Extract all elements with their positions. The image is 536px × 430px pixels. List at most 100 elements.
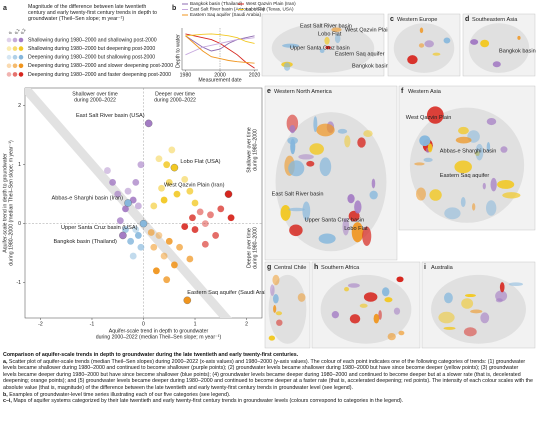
legend-label: Shallowing during 1980–2000 but deepenin…: [28, 46, 155, 52]
aquifer: [414, 162, 425, 166]
aquifer: [347, 194, 355, 204]
aquifer: [415, 187, 426, 201]
legend-label: Deepening during 1980–2000 but shallowin…: [28, 55, 155, 61]
x-tick-label: 2000: [214, 72, 226, 78]
map-label: Upper Santa Cruz basin: [305, 217, 365, 223]
legend-label: East Salt River basin (Arizona, USA): [190, 7, 265, 12]
point-label: East Salt River basin (USA): [76, 113, 145, 119]
data-point: [201, 240, 209, 248]
aquifer: [432, 52, 441, 56]
aquifer: [407, 55, 418, 65]
caption-label: a,: [3, 358, 8, 365]
aquifer: [351, 222, 364, 243]
aquifer: [438, 311, 455, 324]
data-point: [150, 202, 158, 210]
x-tick-label: -1: [90, 321, 95, 327]
x-axis-label: Measurement date: [198, 77, 241, 83]
legend-label: West Qazvin Plain (Iran): [246, 1, 296, 6]
point-label: Bangkok basin (Thailand): [53, 239, 117, 245]
aquifer: [387, 332, 396, 341]
aquifer: [302, 201, 311, 221]
caption-text: Maps of aquifer systems categorized by t…: [13, 398, 404, 405]
data-point: [207, 211, 214, 219]
legend-swatch: [12, 63, 18, 69]
aquifer: [347, 283, 360, 288]
map-title: Central Chile: [274, 265, 306, 271]
aquifer: [475, 143, 484, 161]
aquifer: [429, 189, 442, 201]
aquifer: [363, 130, 373, 138]
plot-area: [25, 88, 262, 318]
aquifer: [378, 310, 382, 320]
data-point: [227, 214, 235, 222]
legend-swatch: [6, 37, 12, 43]
aquifer: [517, 35, 521, 40]
data-point: [160, 196, 168, 204]
aquifer: [316, 123, 335, 137]
y-axis-label: Depth to water: [175, 34, 181, 68]
caption-label: c–i,: [3, 398, 12, 405]
named-point: [144, 119, 153, 128]
data-point: [104, 167, 111, 174]
series-line: [185, 35, 255, 52]
aquifer: [272, 294, 279, 304]
data-point: [155, 232, 163, 239]
land: [393, 23, 455, 73]
data-point: [150, 243, 158, 251]
map-title: Australia: [431, 265, 454, 271]
legend-swatch: [18, 72, 24, 77]
map-title: Western Asia: [408, 89, 442, 95]
y-tick-label: 1: [18, 162, 21, 168]
legend-swatch: [12, 37, 18, 43]
aquifer: [443, 326, 456, 330]
x-tick-label: 0: [142, 321, 145, 327]
legend-swatch: [12, 54, 18, 60]
data-point: [186, 187, 194, 195]
caption-title: Comparison of aquifer-scale trends in de…: [3, 352, 299, 358]
aquifer: [272, 274, 280, 286]
aquifer: [324, 36, 330, 45]
aquifer: [482, 182, 486, 190]
aquifer: [369, 190, 378, 200]
aquifer: [362, 226, 372, 246]
aquifer: [357, 137, 366, 148]
annotation: during 1980–2000: [252, 129, 258, 171]
series-line: [185, 33, 255, 44]
aquifer: [458, 126, 469, 135]
data-point: [124, 187, 132, 195]
map-label: East Salt River basin: [272, 191, 324, 197]
aquifer: [325, 45, 331, 50]
data-point: [152, 267, 160, 275]
panel-letter: i: [424, 264, 426, 271]
aquifer: [460, 196, 466, 208]
series-line: [185, 35, 255, 64]
data-point: [171, 261, 178, 269]
panel-letter: e: [267, 88, 271, 95]
map-label: Bangkok basin: [352, 63, 389, 69]
annotation: during 2000–2022: [154, 97, 196, 103]
data-point: [127, 237, 135, 245]
aquifer: [349, 314, 361, 324]
named-point: [170, 163, 179, 172]
data-point: [163, 161, 171, 169]
aquifer: [495, 298, 503, 303]
aquifer: [288, 207, 305, 212]
aquifer: [268, 335, 276, 341]
data-point: [181, 176, 189, 183]
map-label: Eastern Saq aquifer: [440, 173, 490, 179]
aquifer: [486, 117, 497, 126]
aquifer: [427, 143, 433, 153]
point-label: West Qazvin Plain (Iran): [164, 183, 225, 189]
data-point: [165, 178, 173, 186]
legend-swatch: [12, 46, 18, 51]
data-point: [158, 184, 165, 192]
y-axis-label: Aquifer-scale trend in depth to groundwa…: [2, 153, 8, 253]
map-title: Southern Africa: [321, 265, 360, 271]
legend-label: Shallowing during 1980–2000 and shallowi…: [28, 37, 157, 43]
aquifer: [344, 135, 351, 148]
aquifer: [461, 298, 474, 309]
x-axis-label: during 2000–2022 (median Theil–Sen slope…: [96, 334, 222, 340]
caption-label: b,: [3, 391, 8, 398]
map-title: Western Europe: [397, 17, 437, 23]
aquifer: [424, 40, 434, 48]
